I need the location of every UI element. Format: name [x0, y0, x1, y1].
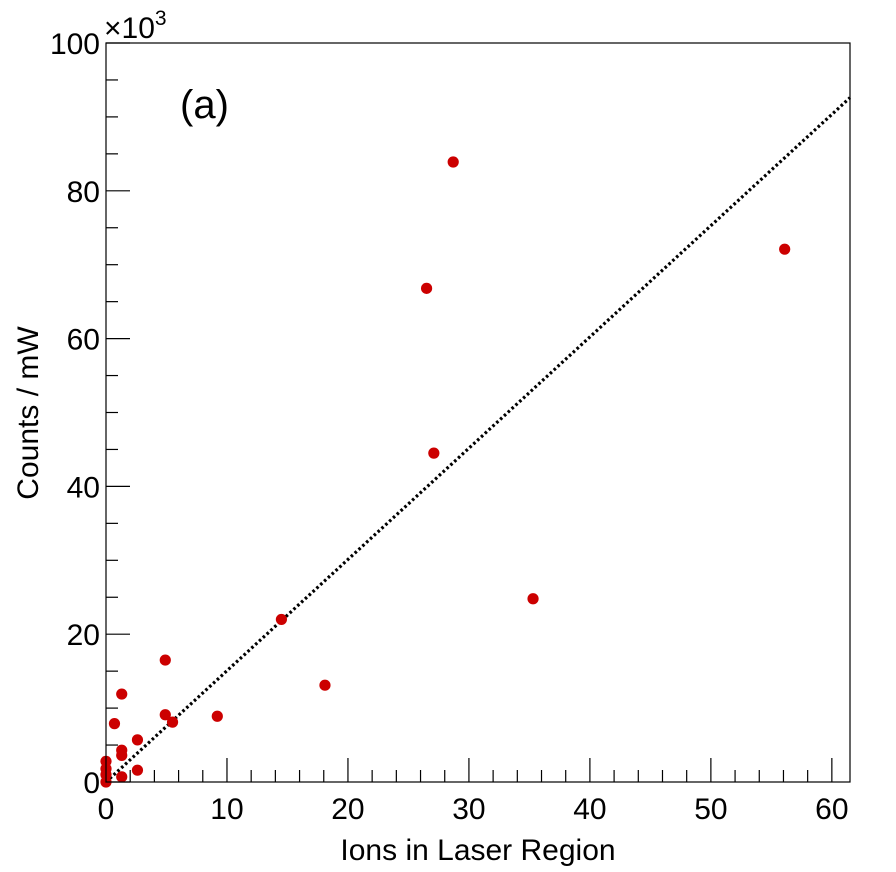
x-tick-label: 0 — [98, 793, 115, 826]
data-point — [420, 282, 433, 294]
y-exponent-power: 3 — [155, 7, 167, 30]
data-point — [116, 771, 128, 783]
y-exponent-label: ×103 — [104, 7, 167, 45]
data-point — [447, 156, 459, 168]
y-tick-label: 20 — [67, 619, 100, 652]
data-point — [116, 744, 128, 756]
y-tick-label: 80 — [67, 176, 100, 209]
axis-ticks — [105, 42, 833, 783]
x-tick-label: 30 — [452, 793, 485, 826]
x-tick-label: 40 — [573, 793, 606, 826]
data-point — [779, 243, 791, 255]
data-point — [527, 593, 539, 605]
x-tick-label: 60 — [815, 793, 848, 826]
data-points — [100, 156, 791, 788]
y-tick-label: 60 — [67, 324, 100, 357]
fit-line — [104, 96, 852, 784]
y-tick-label: 0 — [83, 767, 100, 800]
x-tick-label: 20 — [331, 793, 364, 826]
x-tick-label: 10 — [210, 793, 243, 826]
data-point — [108, 718, 121, 730]
axis-tick-labels: 0 10 20 30 40 50 60 0 20 40 60 80 100 — [50, 28, 849, 826]
data-point — [116, 688, 128, 700]
y-tick-label: 100 — [50, 28, 100, 61]
data-point — [159, 709, 171, 721]
y-tick-label: 40 — [67, 471, 100, 504]
plot-frame — [105, 42, 851, 783]
data-point — [131, 764, 144, 776]
data-point — [166, 716, 179, 728]
x-tick-label: 50 — [694, 793, 727, 826]
data-point — [319, 679, 331, 691]
data-point — [131, 734, 144, 746]
x-axis-label: Ions in Laser Region — [340, 834, 615, 867]
y-axis-label: Counts / mW — [12, 326, 45, 500]
data-point — [275, 613, 288, 626]
data-point — [159, 654, 171, 666]
panel-label: (a) — [180, 83, 229, 127]
y-exponent-base: ×10 — [104, 12, 155, 45]
data-point — [428, 447, 440, 459]
data-point — [211, 710, 223, 722]
